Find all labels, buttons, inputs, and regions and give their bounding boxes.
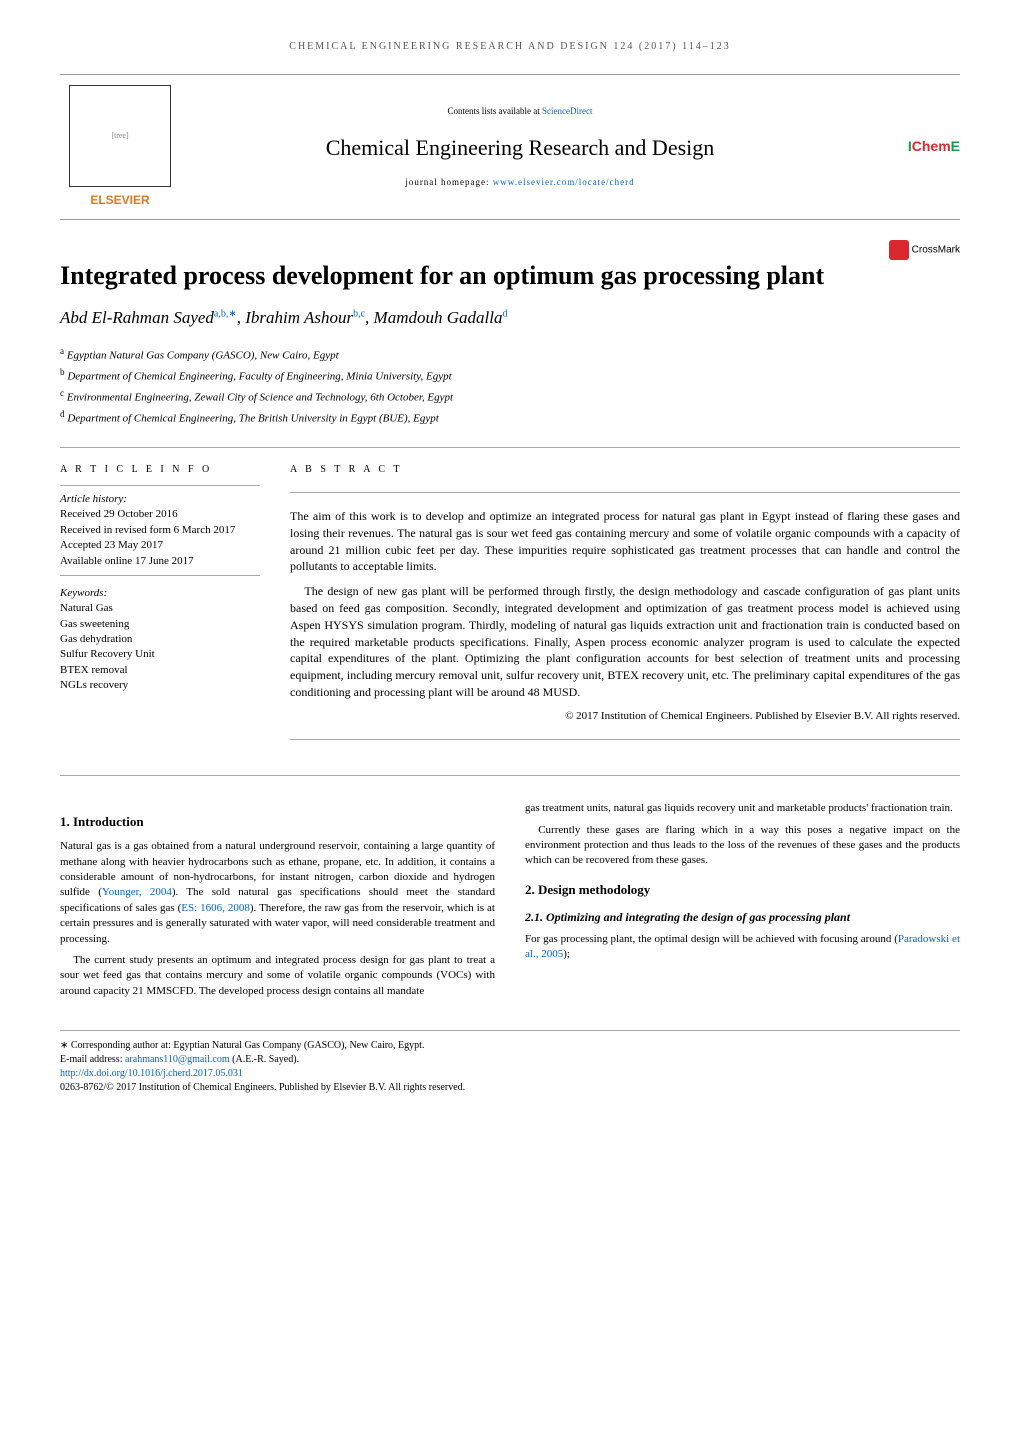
contents-line: Contents lists available at ScienceDirec… (180, 105, 860, 118)
affiliation-b-text: Department of Chemical Engineering, Facu… (67, 370, 451, 382)
history-revised: Received in revised form 6 March 2017 (60, 523, 260, 538)
keyword-4: BTEX removal (60, 663, 260, 678)
author-2-sup: b,c (353, 308, 365, 319)
ref-es-1606[interactable]: ES: 1606, 2008 (181, 902, 250, 914)
elsevier-tree-icon: [tree] (69, 85, 171, 187)
info-abstract-row: A R T I C L E I N F O Article history: R… (60, 463, 960, 755)
footer: ∗ Corresponding author at: Egyptian Natu… (60, 1030, 960, 1095)
section-1-p2: The current study presents an optimum an… (60, 953, 495, 999)
s21-p1a: For gas processing plant, the optimal de… (525, 933, 898, 945)
affiliation-c: c Environmental Engineering, Zewail City… (60, 387, 960, 406)
crossmark-icon (889, 240, 909, 260)
corr-label: ∗ Corresponding author at (60, 1040, 168, 1051)
affiliation-a: a Egyptian Natural Gas Company (GASCO), … (60, 345, 960, 364)
email-suffix: (A.E.-R. Sayed). (230, 1054, 299, 1065)
banner-center: Contents lists available at ScienceDirec… (180, 105, 860, 188)
keyword-5: NGLs recovery (60, 678, 260, 693)
corresponding-author: ∗ Corresponding author at: Egyptian Natu… (60, 1039, 960, 1053)
authors: Abd El-Rahman Sayeda,b,∗, Ibrahim Ashour… (60, 306, 960, 330)
sciencedirect-link[interactable]: ScienceDirect (542, 106, 592, 116)
keyword-2: Gas dehydration (60, 632, 260, 647)
ichem-e: E (951, 138, 960, 154)
history-label: Article history: (60, 492, 260, 507)
ichem-chem: Chem (912, 138, 951, 154)
journal-title: Chemical Engineering Research and Design (180, 133, 860, 164)
history-accepted: Accepted 23 May 2017 (60, 538, 260, 553)
section-1-title: 1. Introduction (60, 813, 495, 831)
author-1: Abd El-Rahman Sayed (60, 308, 214, 327)
author-3: , Mamdouh Gadalla (365, 308, 502, 327)
body-columns: 1. Introduction Natural gas is a gas obt… (60, 801, 960, 1005)
right-column: gas treatment units, natural gas liquids… (525, 801, 960, 1005)
section-1-p4: Currently these gases are flaring which … (525, 823, 960, 869)
article-info-head: A R T I C L E I N F O (60, 463, 260, 477)
article-title: Integrated process development for an op… (60, 260, 870, 291)
section-1-p3: gas treatment units, natural gas liquids… (525, 801, 960, 816)
doi-link[interactable]: http://dx.doi.org/10.1016/j.cherd.2017.0… (60, 1068, 243, 1079)
crossmark-label: CrossMark (912, 244, 960, 255)
section-2-1-title: 2.1. Optimizing and integrating the desi… (525, 909, 960, 926)
keyword-3: Sulfur Recovery Unit (60, 647, 260, 662)
email-line: E-mail address: arahmans110@gmail.com (A… (60, 1053, 960, 1067)
homepage-prefix: journal homepage: (405, 177, 492, 187)
author-2: , Ibrahim Ashour (237, 308, 353, 327)
email-link[interactable]: arahmans110@gmail.com (125, 1054, 230, 1065)
issn-line: 0263-8762/© 2017 Institution of Chemical… (60, 1081, 960, 1095)
keywords-label: Keywords: (60, 586, 260, 601)
contents-prefix: Contents lists available at (448, 106, 542, 116)
abstract: A B S T R A C T The aim of this work is … (290, 463, 960, 755)
abstract-p1: The aim of this work is to develop and o… (290, 508, 960, 575)
separator-2 (60, 775, 960, 776)
affiliation-d: d Department of Chemical Engineering, Th… (60, 408, 960, 427)
corr-text: : Egyptian Natural Gas Company (GASCO), … (168, 1040, 424, 1051)
article-info: A R T I C L E I N F O Article history: R… (60, 463, 260, 755)
history-online: Available online 17 June 2017 (60, 554, 260, 569)
affiliation-c-text: Environmental Engineering, Zewail City o… (67, 392, 453, 404)
abstract-copyright: © 2017 Institution of Chemical Engineers… (290, 709, 960, 724)
email-label: E-mail address: (60, 1054, 125, 1065)
left-column: 1. Introduction Natural gas is a gas obt… (60, 801, 495, 1005)
history-received: Received 29 October 2016 (60, 507, 260, 522)
abstract-head: A B S T R A C T (290, 463, 960, 477)
affiliation-a-text: Egyptian Natural Gas Company (GASCO), Ne… (67, 349, 339, 361)
ichem-logo: IChemE (860, 137, 960, 157)
doi-line: http://dx.doi.org/10.1016/j.cherd.2017.0… (60, 1067, 960, 1081)
abstract-p2: The design of new gas plant will be perf… (290, 583, 960, 701)
journal-running-header: CHEMICAL ENGINEERING RESEARCH AND DESIGN… (60, 40, 960, 54)
keyword-1: Gas sweetening (60, 617, 260, 632)
ref-younger-2004[interactable]: Younger, 2004 (102, 886, 172, 898)
title-row: Integrated process development for an op… (60, 240, 960, 306)
journal-homepage: journal homepage: www.elsevier.com/locat… (180, 176, 860, 189)
section-2-title: 2. Design methodology (525, 881, 960, 899)
elsevier-text: ELSEVIER (60, 192, 180, 209)
author-1-sup: a,b,∗ (214, 308, 237, 319)
elsevier-logo: [tree] ELSEVIER (60, 85, 180, 209)
crossmark-badge[interactable]: CrossMark (870, 240, 960, 260)
s21-p1b: ); (563, 948, 570, 960)
keyword-0: Natural Gas (60, 601, 260, 616)
separator (60, 447, 960, 448)
homepage-link[interactable]: www.elsevier.com/locate/cherd (493, 177, 635, 187)
banner: [tree] ELSEVIER Contents lists available… (60, 74, 960, 220)
affiliation-d-text: Department of Chemical Engineering, The … (67, 413, 439, 425)
affiliations: a Egyptian Natural Gas Company (GASCO), … (60, 345, 960, 427)
section-2-1-p1: For gas processing plant, the optimal de… (525, 932, 960, 963)
affiliation-b: b Department of Chemical Engineering, Fa… (60, 366, 960, 385)
section-1-p1: Natural gas is a gas obtained from a nat… (60, 839, 495, 947)
author-3-sup: d (502, 308, 507, 319)
